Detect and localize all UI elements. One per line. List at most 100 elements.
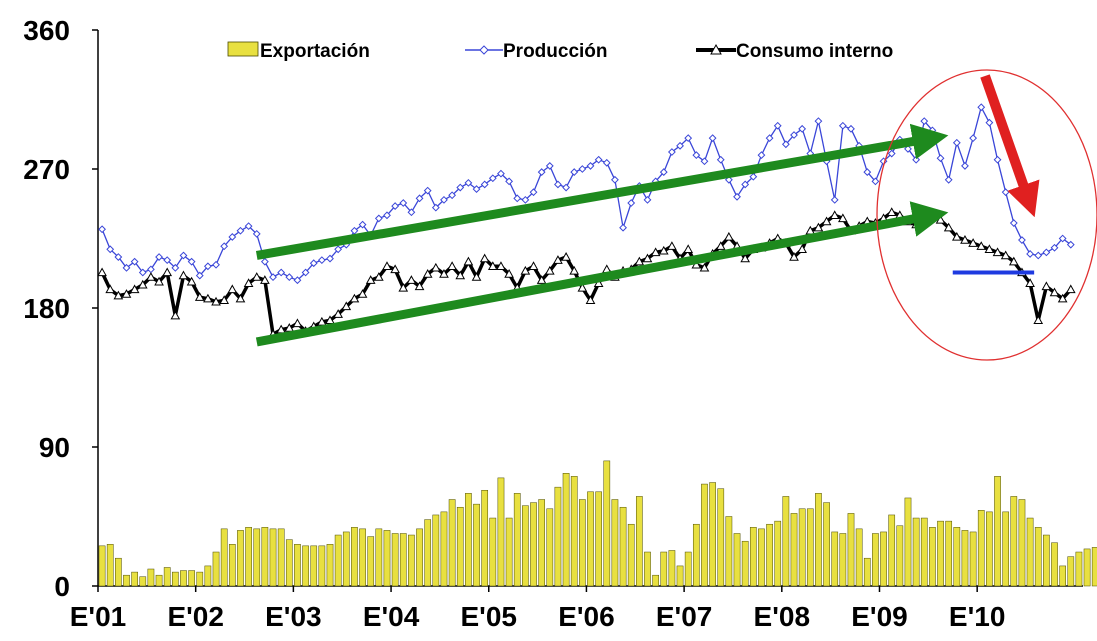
exportacion-bar — [1026, 517, 1034, 587]
consumo-interno-point — [406, 275, 417, 284]
produccion-point — [602, 158, 611, 167]
consumo-interno-point — [504, 268, 514, 278]
x-tick-label: E'01 — [70, 601, 126, 632]
produccion-point — [521, 195, 530, 204]
produccion-point — [594, 155, 603, 164]
consumo-interno-point — [211, 296, 221, 306]
consumo-interno-point — [569, 265, 580, 275]
produccion-point — [171, 263, 180, 272]
consumo-interno-point — [390, 264, 400, 274]
consumo-interno-point — [479, 253, 490, 263]
legend: Exportación Producción Consumo interno — [227, 41, 893, 62]
exportacion-bar — [432, 514, 440, 587]
produccion-point — [1001, 188, 1010, 197]
consumo-interno-point — [699, 262, 710, 272]
produccion-point — [716, 155, 725, 164]
consumo-interno-point — [121, 289, 132, 298]
produccion-point — [749, 172, 758, 181]
consumo-interno-point — [1000, 250, 1011, 260]
consumo-interno-point — [960, 235, 970, 244]
produccion-point — [293, 276, 302, 285]
produccion-point — [236, 226, 245, 235]
exportacion-bar — [579, 499, 586, 587]
consumo-interno-point — [1041, 281, 1052, 291]
produccion-point — [187, 257, 196, 266]
produccion-point — [952, 138, 961, 147]
produccion-point — [358, 220, 367, 229]
consumo-interno-point — [333, 309, 343, 318]
consumo-interno-point — [422, 268, 433, 278]
exportacion-bar — [530, 502, 537, 587]
produccion-point — [195, 271, 204, 280]
produccion-point — [505, 177, 514, 186]
exportacion-bar — [986, 511, 993, 587]
exportacion-bar — [766, 523, 773, 587]
exportacion-bar — [1018, 499, 1026, 587]
produccion-point — [765, 134, 774, 143]
produccion-point — [1058, 234, 1067, 243]
exportacion-bar — [774, 520, 782, 587]
consumo-interno-point — [838, 213, 848, 223]
produccion-point — [391, 202, 400, 210]
exportacion-bar — [131, 571, 138, 587]
produccion-point — [423, 186, 432, 195]
exportacion-bar — [872, 533, 879, 587]
legend-marker-consumo-interno — [710, 43, 722, 55]
produccion-point — [277, 268, 286, 277]
consumo-interno-point — [227, 284, 238, 294]
y-tick-label: 0 — [54, 571, 70, 602]
consumo-interno-point — [1065, 284, 1076, 294]
produccion-point — [611, 175, 619, 184]
consumo-interno-point — [341, 301, 352, 311]
exportacion-bar — [188, 570, 195, 587]
consumo-interno-point — [365, 275, 376, 284]
produccion-point — [334, 245, 343, 254]
legend-marker-produccion — [479, 45, 489, 55]
x-tick-label: E'04 — [363, 601, 420, 632]
exportacion-bar — [171, 571, 179, 587]
exportacion-bar — [709, 482, 716, 587]
consumo-interno-point — [349, 293, 360, 303]
legend-label-consumo-interno: Consumo interno — [736, 41, 893, 62]
exportacion-bar — [408, 534, 415, 587]
produccion-point — [448, 191, 457, 200]
exportacion-bar — [676, 565, 684, 587]
x-tick-label: E'03 — [265, 601, 321, 632]
consumo-interno-point — [243, 278, 254, 287]
consumo-interno-point — [740, 253, 751, 263]
consumo-interno-point — [219, 295, 230, 304]
produccion-point — [887, 149, 896, 158]
produccion-point — [260, 257, 269, 266]
consumo-interno-point — [325, 315, 335, 325]
consumo-interno-point — [951, 231, 962, 241]
produccion-point — [497, 169, 505, 178]
produccion-point — [790, 131, 798, 139]
produccion-point — [798, 124, 807, 133]
consumo-interno-point — [97, 267, 107, 277]
consumo-interno-point — [170, 310, 181, 320]
exportacion-bar — [595, 491, 602, 587]
exportacion-bar — [554, 486, 562, 587]
exportacion-bar — [424, 519, 432, 587]
exportacion-bar — [831, 531, 839, 587]
produccion-point — [692, 151, 701, 160]
trend-arrow-consumo — [255, 201, 949, 347]
exportacion-bar — [106, 544, 114, 587]
produccion-point — [684, 134, 693, 143]
x-tick-label: E'06 — [558, 601, 614, 632]
exportacion-bar — [326, 544, 334, 587]
exportacion-bar — [318, 545, 326, 587]
exportacion-bar — [196, 571, 204, 587]
produccion-point — [545, 162, 554, 170]
consumo-interno-point — [789, 252, 799, 261]
produccion-point — [993, 155, 1002, 164]
produccion-point — [1050, 243, 1059, 252]
y-tick-label: 180 — [23, 293, 70, 324]
produccion-point — [138, 268, 147, 277]
consumo-interno-point — [317, 316, 327, 326]
exportacion-bar — [1067, 556, 1075, 587]
consumo-interno-point — [292, 318, 303, 328]
produccion-point — [537, 168, 546, 176]
exportacion-bar — [953, 527, 961, 587]
produccion-point — [228, 233, 237, 241]
